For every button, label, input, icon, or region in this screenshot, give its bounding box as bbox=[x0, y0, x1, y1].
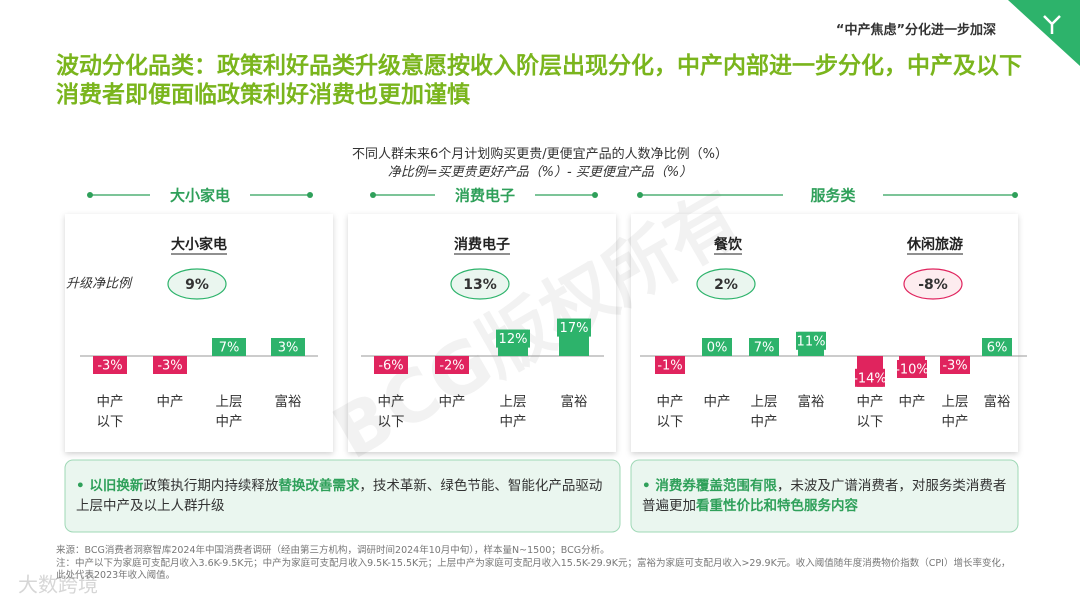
section-dot bbox=[592, 192, 598, 198]
text: ，未波及广谱消费者，对服务类消费者普遍更加 bbox=[642, 478, 1007, 514]
section-dot bbox=[370, 192, 376, 198]
label-box bbox=[271, 338, 305, 356]
x-tick-label: 上层中产 bbox=[942, 394, 969, 430]
value-label: 17% bbox=[560, 321, 589, 336]
x-tick-label: 中产以下 bbox=[378, 394, 405, 430]
net-value: 13% bbox=[463, 277, 497, 293]
label-box bbox=[435, 356, 469, 374]
x-tick-label: 富裕 bbox=[275, 393, 302, 410]
x-tick-label: 上层中产 bbox=[500, 394, 527, 430]
x-tick-label: 富裕 bbox=[561, 393, 588, 410]
label-box bbox=[557, 318, 591, 337]
x-tick-label: 中产以下 bbox=[97, 394, 124, 430]
section-dot bbox=[307, 192, 313, 198]
x-tick-label: 中产以下 bbox=[857, 394, 884, 430]
chart-title: 餐饮 bbox=[713, 236, 743, 253]
corner-icon bbox=[1043, 15, 1061, 34]
value-label: 7% bbox=[754, 341, 775, 356]
label-box bbox=[897, 360, 927, 378]
label-box bbox=[702, 338, 732, 356]
label-box bbox=[496, 329, 530, 348]
label-box bbox=[749, 338, 779, 356]
x-tick-label: 富裕 bbox=[984, 393, 1011, 410]
callout: • 消费券覆盖范围有限，未波及广谱消费者，对服务类消费者普遍更加看重性价比和特色… bbox=[642, 476, 1010, 516]
net-badge bbox=[167, 268, 227, 300]
header-tag: “中产焦虑”分化进一步加深 bbox=[835, 23, 996, 38]
chart-title: 消费电子 bbox=[454, 236, 510, 253]
footnote: 来源：BCG消费者洞察智库2024年中国消费者调研（经由第三方机构，调研时间20… bbox=[56, 545, 610, 556]
net-badge bbox=[696, 268, 756, 300]
x-tick-label: 中产 bbox=[899, 394, 926, 410]
section-title: 服务类 bbox=[810, 187, 856, 205]
bullet: • bbox=[76, 478, 90, 494]
callout-box bbox=[630, 459, 1019, 533]
footnote: 注：中产以下为家庭可支配月收入3.6K-9.5K元；中产为家庭可支配月收入9.5… bbox=[56, 558, 1011, 581]
net-caption: 升级净比例 bbox=[66, 277, 133, 292]
value-label: 12% bbox=[499, 332, 528, 347]
x-tick-label: 中产 bbox=[157, 394, 184, 410]
chart-title: 休闲旅游 bbox=[906, 236, 963, 253]
value-label: 7% bbox=[219, 341, 240, 356]
section-title: 消费电子 bbox=[455, 187, 515, 205]
label-box bbox=[982, 338, 1012, 356]
slide-title: 波动分化品类：政策利好品类升级意愿按收入阶层出现分化，中产内部进一步分化，中产及… bbox=[56, 53, 1022, 108]
highlight: 替换改善需求 bbox=[278, 478, 360, 494]
x-tick-label: 上层中产 bbox=[751, 394, 778, 430]
formula: 净比例=买更贵更好产品（%）- 买更便宜产品（%） bbox=[387, 165, 693, 180]
x-tick-label: 富裕 bbox=[798, 393, 825, 410]
highlight: 以旧换新 bbox=[89, 478, 144, 494]
bullet: • bbox=[642, 478, 656, 494]
chart-title: 大小家电 bbox=[171, 236, 227, 253]
net-badge bbox=[450, 268, 510, 300]
label-box bbox=[655, 356, 685, 374]
corner bbox=[1008, 0, 1080, 66]
value-label: -1% bbox=[657, 359, 682, 374]
net-value: 9% bbox=[185, 277, 209, 293]
label-box bbox=[212, 338, 246, 356]
value-label: 3% bbox=[278, 341, 299, 356]
logo: 大数跨境 bbox=[18, 573, 98, 597]
section-dot bbox=[87, 192, 93, 198]
x-tick-label: 上层中产 bbox=[216, 394, 243, 430]
section-title: 大小家电 bbox=[170, 187, 230, 205]
x-tick-label: 中产 bbox=[439, 394, 466, 410]
x-tick-label: 中产以下 bbox=[657, 394, 684, 430]
value-label: -3% bbox=[97, 359, 122, 374]
text: ，技术革新、绿色节能、智能化产品驱动上层中产及以上人群升级 bbox=[76, 478, 603, 514]
net-badge bbox=[903, 268, 963, 300]
value-label: -10% bbox=[895, 363, 929, 378]
value-label: -2% bbox=[439, 359, 464, 374]
highlight: 看重性价比和特色服务内容 bbox=[696, 498, 858, 514]
value-label: -6% bbox=[378, 359, 403, 374]
value-label: 11% bbox=[797, 334, 826, 349]
value-label: 0% bbox=[707, 341, 728, 356]
net-value: 2% bbox=[714, 277, 738, 293]
x-tick-label: 中产 bbox=[704, 394, 731, 410]
label-box bbox=[153, 356, 187, 374]
value-label: -3% bbox=[157, 359, 182, 374]
label-box bbox=[374, 356, 408, 374]
callout-box bbox=[64, 459, 621, 533]
callout: • 以旧换新政策执行期内持续释放替换改善需求，技术革新、绿色节能、智能化产品驱动… bbox=[76, 476, 611, 516]
label-box bbox=[93, 356, 127, 374]
label-box bbox=[940, 356, 970, 374]
value-label: -3% bbox=[942, 359, 967, 374]
highlight: 消费券覆盖范围有限 bbox=[655, 478, 777, 494]
label-box bbox=[855, 368, 885, 387]
section-dot bbox=[1012, 192, 1018, 198]
net-value: -8% bbox=[918, 277, 948, 293]
text: 政策执行期内持续释放 bbox=[143, 478, 279, 494]
label-box bbox=[796, 331, 826, 350]
subtitle: 不同人群未来6个月计划购买更贵/更便宜产品的人数净比例（%） bbox=[351, 147, 728, 162]
value-label: -14% bbox=[853, 371, 887, 386]
section-dot bbox=[637, 192, 643, 198]
value-label: 6% bbox=[987, 341, 1008, 356]
